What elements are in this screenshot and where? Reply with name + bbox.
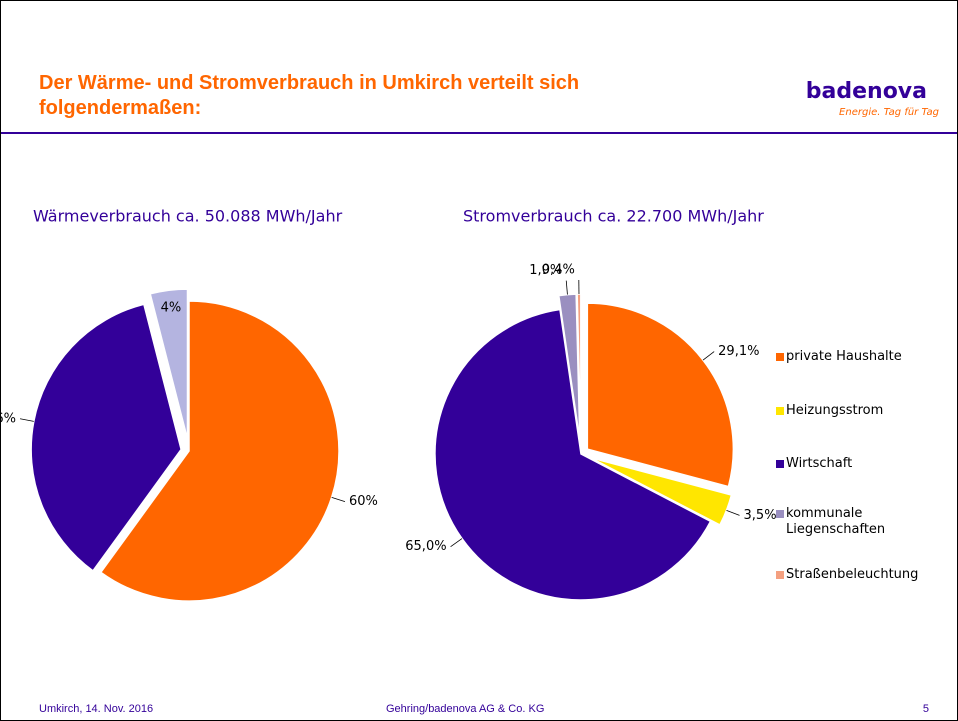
legend-swatch (776, 460, 784, 468)
legend-label: private Haushalte (786, 349, 902, 364)
leader-line (702, 351, 715, 361)
leader-line (19, 418, 34, 422)
legend-label: Heizungsstrom (786, 403, 884, 418)
legend-item: private Haushalte (776, 349, 946, 365)
legend-label: Straßenbeleuchtung (786, 567, 919, 582)
value-label: 1,9% (529, 263, 562, 278)
leader-line (331, 496, 346, 503)
value-label: 65,0% (405, 539, 446, 554)
legend-label: Wirtschaft (786, 456, 853, 471)
value-label: 60% (349, 494, 378, 509)
slogan: Energie. Tag für Tag (839, 107, 939, 118)
legend-swatch (776, 571, 784, 579)
value-label: 36% (1, 411, 16, 426)
footer-company: Gehring/badenova AG & Co. KG (386, 703, 545, 715)
pie-slice (589, 456, 733, 526)
leader-line (450, 538, 463, 548)
header-rule (1, 132, 957, 134)
pie-slice (586, 302, 735, 488)
legend-item: Straßenbeleuchtung (776, 567, 946, 583)
page-number: 5 (922, 703, 929, 715)
value-label: 29,1% (718, 344, 759, 359)
legend-item: Wirtschaft (776, 456, 946, 472)
legend-swatch (776, 353, 784, 361)
pie-title: Wärmeverbrauch ca. 50.088 MWh/Jahr (33, 207, 343, 226)
value-label: 3,5% (744, 508, 777, 523)
leader-line (565, 280, 568, 295)
slide-title: Der Wärme- und Stromverbrauch in Umkirch… (39, 72, 580, 119)
pie-slice (149, 288, 189, 440)
legend-label: kommunale Liegenschaften (786, 506, 886, 537)
value-label: 0,4% (542, 263, 575, 278)
legend-swatch (776, 510, 784, 518)
legend-item: kommunale Liegenschaften (776, 506, 946, 538)
logo: badenova (805, 79, 927, 104)
legend-swatch (776, 407, 784, 415)
legend-item: Heizungsstrom (776, 403, 946, 419)
value-label: 4% (161, 301, 182, 316)
footer-date: Umkirch, 14. Nov. 2016 (39, 703, 154, 715)
pie-title: Stromverbrauch ca. 22.700 MWh/Jahr (463, 207, 764, 226)
pie-slice (99, 300, 340, 602)
leader-line (726, 509, 740, 516)
